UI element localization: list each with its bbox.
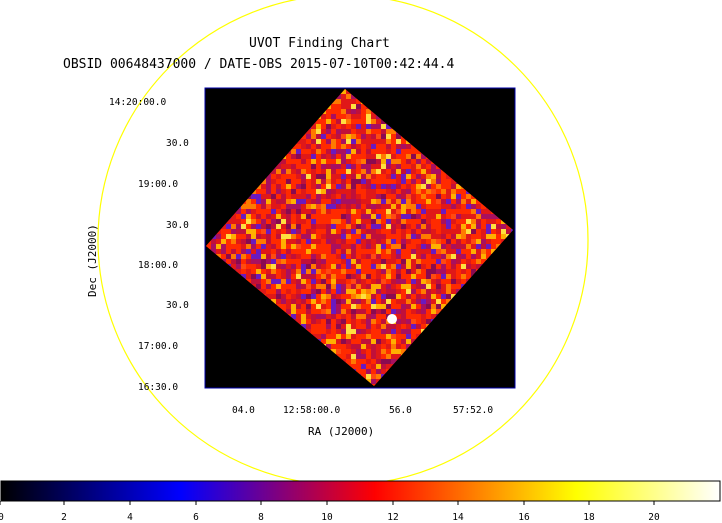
dec-tick-label: 14:20:00.0 [109,97,167,108]
colorbar [0,480,721,502]
colorbar-tick-label: 20 [648,512,660,523]
dec-tick-label: 30.0 [166,138,189,149]
colorbar-tick-label: 12 [387,512,399,523]
dec-tick-label: 30.0 [166,300,189,311]
colorbar-tick-label: 16 [518,512,530,523]
dec-tick-label: 30.0 [166,220,189,231]
y-axis-label: Dec (J2000) [86,224,99,297]
colorbar-tick-label: 2 [61,512,67,523]
chart-title: UVOT Finding Chart [249,36,390,51]
colorbar-tick-label: 4 [127,512,133,523]
ra-tick-label: 57:52.0 [453,405,494,416]
bright-source [387,314,397,324]
colorbar-tick-label: 6 [193,512,199,523]
chart-subtitle: OBSID 00648437000 / DATE-OBS 2015-07-10T… [63,57,455,72]
dec-tick-label: 16:30.0 [138,382,179,393]
colorbar-ticks [0,501,655,505]
colorbar-tick-label: 8 [258,512,264,523]
x-axis-label: RA (J2000) [308,425,375,438]
ra-tick-label: 04.0 [232,405,255,416]
dec-tick-label: 18:00.0 [138,260,179,271]
image-frame [204,87,516,389]
colorbar-tick-label: 10 [321,512,333,523]
colorbar-tick-label: 18 [583,512,595,523]
colorbar-tick-label: 14 [452,512,464,523]
ra-tick-label: 56.0 [389,405,412,416]
ra-tick-label: 12:58:00.0 [283,405,341,416]
colorbar-tick-label: 0 [0,512,4,523]
dec-tick-label: 17:00.0 [138,341,179,352]
dec-tick-label: 19:00.0 [138,179,179,190]
